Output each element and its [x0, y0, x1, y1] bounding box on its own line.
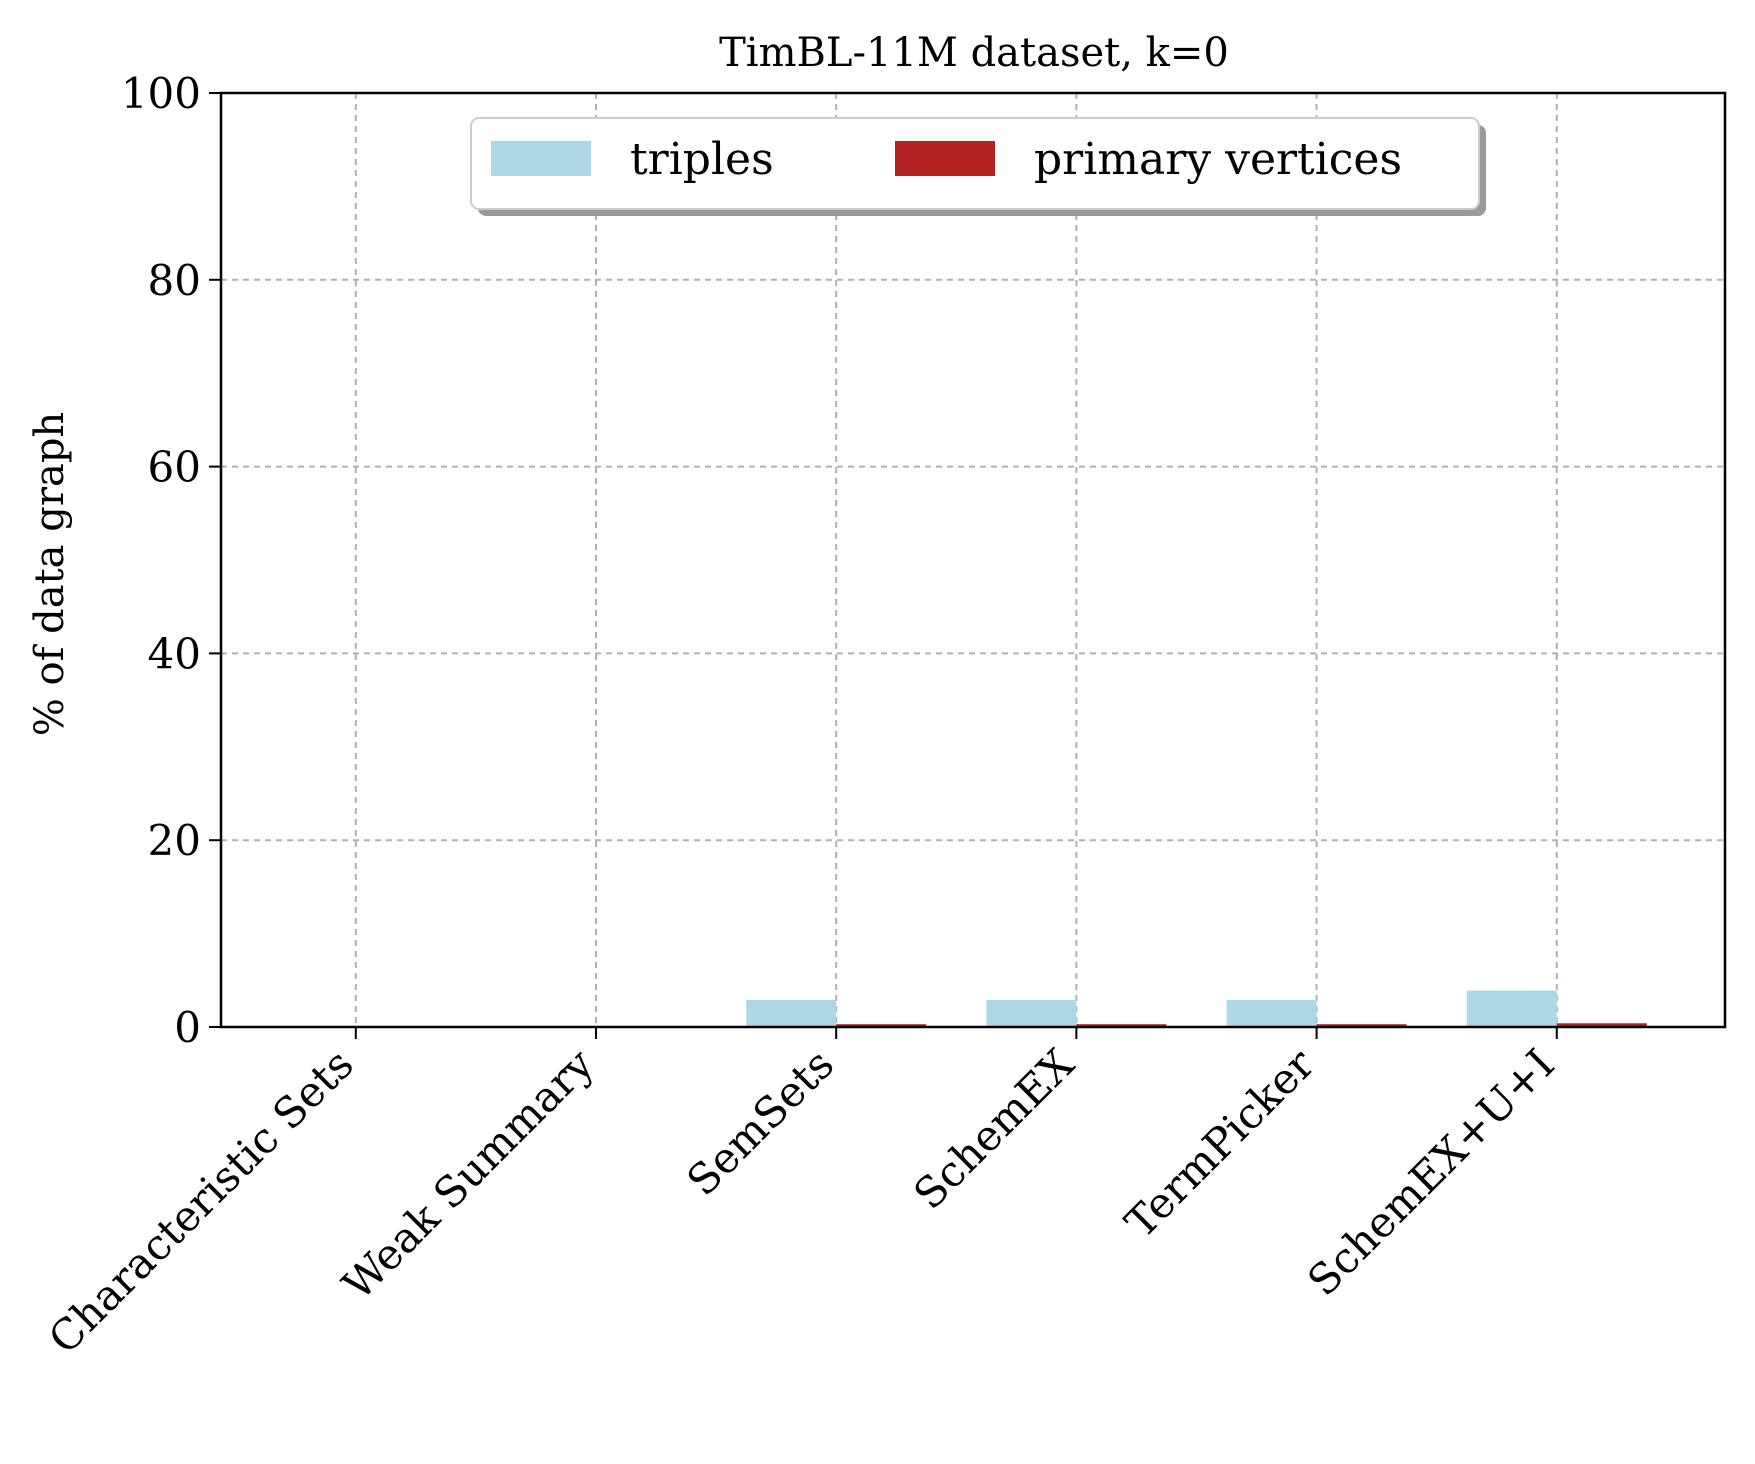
y-tick-label: 40	[148, 629, 201, 678]
legend-label-triples: triples	[630, 134, 774, 185]
bars	[746, 990, 1647, 1027]
bar-primary-vertices-2	[836, 1024, 927, 1027]
bar-primary-vertices-5	[1556, 1023, 1647, 1027]
y-tick-label: 100	[121, 69, 201, 118]
bar-triples-2	[746, 999, 837, 1027]
y-tick-label: 0	[174, 1003, 201, 1052]
bar-triples-5	[1466, 990, 1557, 1027]
bar-primary-vertices-4	[1316, 1024, 1407, 1027]
legend-swatch-primary-vertices	[895, 141, 995, 176]
axes	[209, 91, 1727, 1039]
legend: triples primary vertices	[470, 117, 1486, 216]
y-tick-label: 60	[148, 443, 201, 492]
grid-lines	[221, 93, 1725, 1027]
chart-title: TimBL-11M dataset, k=0	[719, 30, 1229, 76]
y-tick-label: 80	[148, 256, 201, 305]
bar-triples-4	[1226, 999, 1317, 1027]
bar-triples-3	[986, 999, 1077, 1027]
legend-label-primary-vertices: primary vertices	[1034, 134, 1402, 185]
y-tick-label: 20	[148, 816, 201, 865]
plot-frame	[219, 91, 1727, 1029]
legend-swatch-triples	[491, 141, 591, 176]
y-axis-label: % of data graph	[27, 412, 73, 736]
bar-primary-vertices-3	[1076, 1024, 1167, 1027]
